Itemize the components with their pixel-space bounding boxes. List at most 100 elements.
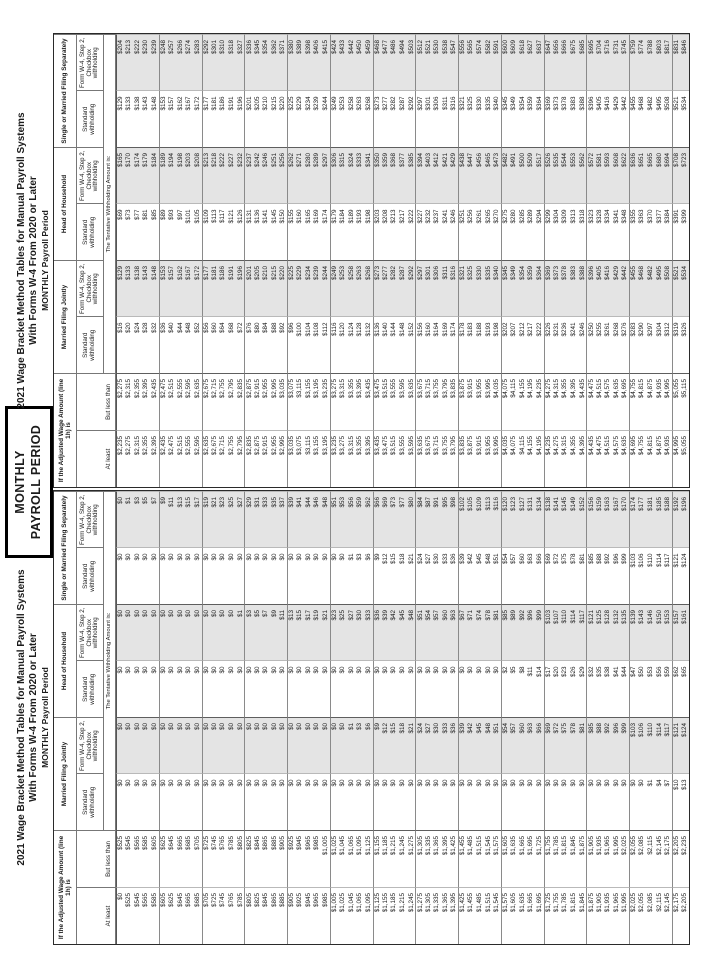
- withholding-amount-cell: $268: [612, 316, 621, 373]
- table-period-label: MONTHLY Payroll Period: [40, 667, 50, 768]
- wage-bracket-cell: $2,595: [184, 373, 193, 430]
- withholding-amount-cell: $0: [150, 660, 159, 717]
- withholding-amount-cell: $217: [398, 203, 407, 260]
- withholding-amount-cell: $482: [500, 147, 510, 204]
- withholding-amount-cell: $96: [612, 717, 621, 774]
- withholding-amount-cell: $152: [406, 316, 416, 373]
- withholding-amount-cell: $143: [141, 90, 151, 147]
- withholding-amount-cell: $13: [287, 604, 296, 661]
- wage-bracket-cell: $745: [218, 887, 228, 944]
- wage-bracket-cell: $1,545: [492, 887, 501, 944]
- withholding-amount-cell: $280: [304, 147, 313, 204]
- withholding-amount-cell: $148: [150, 260, 159, 317]
- withholding-amount-cell: $62: [671, 660, 681, 717]
- withholding-amount-cell: $36: [449, 717, 459, 774]
- withholding-amount-cell: $371: [278, 34, 288, 91]
- header-but-less-than: But less than: [77, 373, 116, 430]
- withholding-amount-cell: $9: [372, 717, 382, 774]
- wage-bracket-cell: $2,795: [227, 373, 236, 430]
- wage-bracket-cell: $605: [150, 830, 159, 887]
- withholding-amount-cell: $0: [116, 491, 125, 548]
- header-standard-withholding: Standard withholding: [77, 316, 104, 373]
- wage-bracket-cell: $3,835: [449, 373, 459, 430]
- withholding-amount-cell: $121: [671, 717, 681, 774]
- withholding-amount-cell: $468: [372, 34, 382, 91]
- withholding-amount-cell: $0: [141, 604, 151, 661]
- wage-bracket-cell: $5,115: [680, 373, 689, 430]
- withholding-amount-cell: $274: [184, 34, 193, 91]
- wage-bracket-cell: $1,995: [612, 830, 621, 887]
- withholding-amount-cell: $0: [218, 547, 228, 604]
- withholding-amount-cell: $666: [560, 34, 570, 91]
- withholding-amount-cell: $292: [406, 260, 416, 317]
- wage-bracket-cell: $4,695: [629, 430, 638, 487]
- withholding-amount-cell: $383: [569, 90, 578, 147]
- withholding-amount-cell: $1: [346, 547, 356, 604]
- withholding-amount-cell: $438: [458, 147, 467, 204]
- withholding-amount-cell: $637: [535, 34, 544, 91]
- withholding-amount-cell: $0: [141, 660, 151, 717]
- wage-bracket-cell: $1,845: [569, 830, 578, 887]
- withholding-amount-cell: $60: [210, 316, 219, 373]
- withholding-amount-cell: $179: [141, 147, 151, 204]
- wage-bracket-cell: $4,815: [646, 430, 655, 487]
- withholding-amount-cell: $0: [133, 604, 142, 661]
- withholding-amount-cell: $282: [389, 90, 399, 147]
- wage-bracket-cell: $5,055: [680, 430, 689, 487]
- withholding-amount-cell: $378: [560, 90, 570, 147]
- withholding-amount-cell: $517: [535, 147, 544, 204]
- wage-bracket-cell: $3,115: [295, 373, 305, 430]
- withholding-amount-cell: $0: [167, 660, 176, 717]
- withholding-amount-cell: $75: [560, 547, 570, 604]
- withholding-amount-cell: $0: [244, 773, 253, 830]
- withholding-amount-cell: $495: [654, 90, 664, 147]
- withholding-amount-cell: $636: [629, 147, 638, 204]
- withholding-amount-cell: $72: [235, 316, 245, 373]
- withholding-amount-cell: $78: [569, 547, 578, 604]
- withholding-amount-cell: $11: [167, 491, 176, 548]
- withholding-amount-cell: $62: [364, 491, 373, 548]
- withholding-amount-cell: $105: [466, 491, 476, 548]
- withholding-amount-cell: $46: [312, 491, 322, 548]
- withholding-amount-cell: $512: [415, 34, 424, 91]
- withholding-amount-cell: $316: [449, 90, 459, 147]
- withholding-amount-cell: $0: [235, 660, 245, 717]
- withholding-amount-cell: $0: [133, 773, 142, 830]
- withholding-amount-cell: $212: [517, 316, 527, 373]
- withholding-amount-cell: $39: [381, 604, 390, 661]
- withholding-amount-cell: $442: [620, 260, 630, 317]
- withholding-amount-cell: $192: [671, 491, 681, 548]
- withholding-amount-cell: $354: [261, 34, 270, 91]
- withholding-amount-cell: $29: [577, 660, 587, 717]
- withholding-amount-cell: $0: [312, 660, 322, 717]
- wage-bracket-cell: $4,275: [543, 373, 553, 430]
- withholding-amount-cell: $0: [612, 773, 621, 830]
- withholding-amount-cell: $143: [637, 604, 647, 661]
- withholding-amount-cell: $21: [406, 717, 416, 774]
- withholding-amount-cell: $0: [577, 773, 587, 830]
- wage-bracket-cell: $1,485: [466, 830, 476, 887]
- wage-bracket-cell: $1,965: [612, 887, 621, 944]
- wage-bracket-cell: $4,755: [629, 373, 638, 430]
- withholding-amount-cell: $24: [133, 316, 142, 373]
- withholding-amount-cell: $283: [192, 34, 202, 91]
- wage-bracket-cell: $2,175: [663, 830, 672, 887]
- wage-bracket-cell: $4,355: [560, 373, 570, 430]
- withholding-amount-cell: $21: [210, 491, 219, 548]
- withholding-amount-cell: $275: [500, 203, 510, 260]
- withholding-amount-cell: $165: [304, 203, 313, 260]
- withholding-amount-cell: $0: [227, 547, 236, 604]
- wage-bracket-cell: $4,815: [637, 373, 647, 430]
- wage-bracket-cell: $3,075: [287, 373, 296, 430]
- withholding-amount-cell: $391: [671, 203, 681, 260]
- withholding-amount-cell: $0: [398, 660, 407, 717]
- withholding-amount-cell: $178: [458, 316, 467, 373]
- wage-bracket-cell: $805: [244, 887, 253, 944]
- wage-bracket-cell: $4,575: [612, 430, 621, 487]
- wage-bracket-cell: $2,875: [252, 430, 262, 487]
- wage-bracket-cell: $2,995: [269, 373, 279, 430]
- withholding-amount-cell: $253: [338, 90, 347, 147]
- withholding-amount-cell: $704: [594, 34, 604, 91]
- withholding-amount-cell: $468: [637, 90, 647, 147]
- wage-bracket-cell: $2,145: [663, 887, 672, 944]
